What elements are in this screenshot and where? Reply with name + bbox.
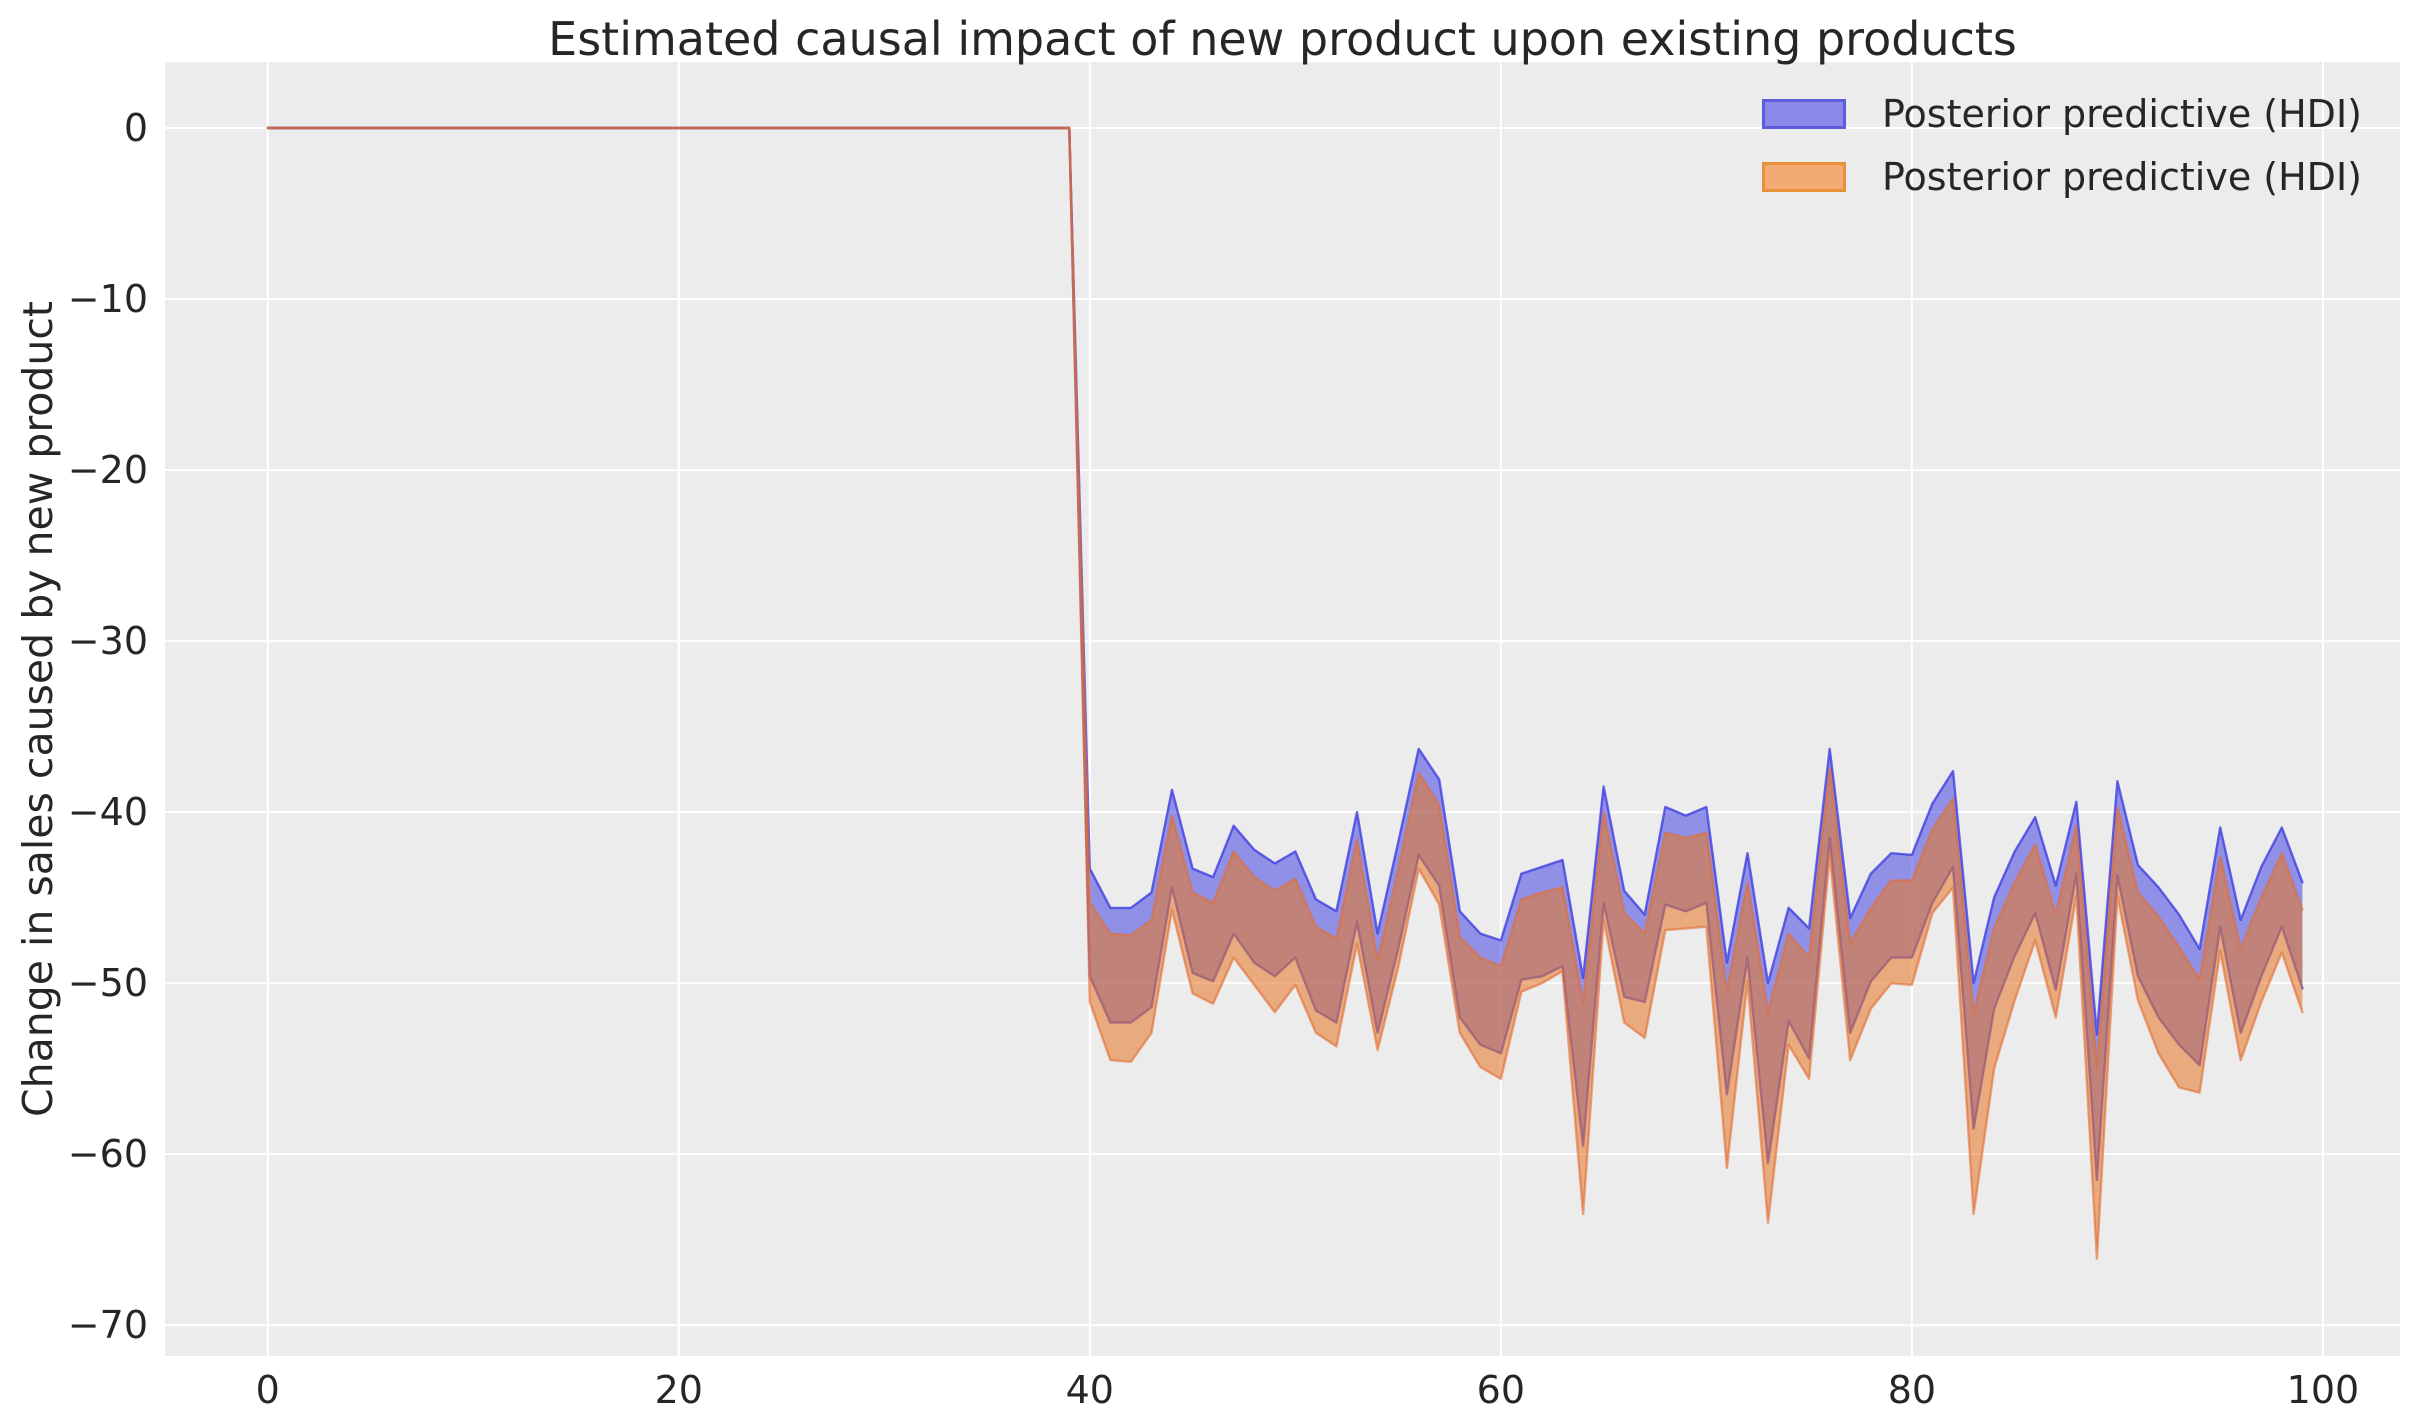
x-tick-label: 20 — [654, 1368, 703, 1412]
blue-band-swatch — [1762, 98, 1846, 129]
y-tick-label: −50 — [67, 961, 148, 1006]
x-tick-label: 80 — [1887, 1368, 1937, 1412]
x-tick-label: 100 — [2286, 1368, 2360, 1412]
blue-hdi-band — [267, 128, 2303, 1180]
y-tick-label: −40 — [67, 790, 148, 835]
blue-hdi-upper-edge — [266, 126, 2304, 1036]
axes-background — [165, 62, 2400, 1356]
orange-hdi-lower-edge — [266, 126, 2304, 1260]
y-tick-label: −70 — [67, 1303, 148, 1348]
legend: Posterior predictive (HDI) Posterior pre… — [1762, 82, 2362, 208]
x-tick-label: 0 — [255, 1368, 280, 1412]
y-tick-label: −30 — [67, 619, 148, 664]
legend-label-orange: Posterior predictive (HDI) — [1882, 154, 2362, 199]
orange-band-swatch — [1762, 161, 1846, 192]
legend-label-blue: Posterior predictive (HDI) — [1882, 91, 2362, 136]
orange-hdi-band — [267, 128, 2303, 1259]
legend-item-orange-hdi: Posterior predictive (HDI) — [1762, 145, 2362, 208]
y-tick-label: −60 — [67, 1132, 148, 1177]
y-tick-label: −20 — [67, 448, 148, 493]
chart-title: Estimated causal impact of new product u… — [548, 12, 2017, 66]
legend-item-blue-hdi: Posterior predictive (HDI) — [1762, 82, 2362, 145]
y-tick-label: 0 — [123, 106, 148, 151]
x-tick-label: 40 — [1065, 1368, 1114, 1412]
x-tick-label: 60 — [1476, 1368, 1526, 1412]
orange-hdi-upper-edge — [266, 126, 2304, 1069]
y-tick-label: −10 — [67, 277, 148, 322]
